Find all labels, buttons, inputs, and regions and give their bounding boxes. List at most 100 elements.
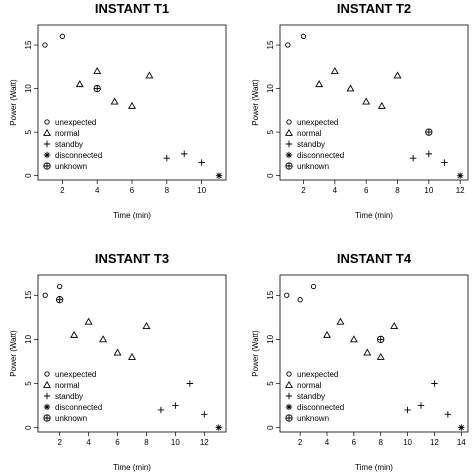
legend-marker-standby (43, 140, 51, 148)
legend-label-standby: standby (55, 140, 83, 149)
x-tick-label: 2 (301, 186, 306, 195)
data-point-standby (157, 406, 165, 414)
y-tick-label: 5 (24, 129, 33, 134)
data-point-standby (201, 411, 208, 418)
data-point-normal (393, 71, 402, 79)
data-point-normal (315, 80, 324, 88)
x-axis-label: Time (min) (113, 463, 151, 472)
legend-label-disconnected: disconnected (297, 151, 344, 160)
data-point-normal (99, 335, 108, 343)
data-point-unknown (377, 335, 385, 344)
data-point-unexpected (284, 292, 290, 298)
data-point-normal (93, 67, 102, 75)
data-point-unexpected (300, 33, 307, 39)
legend-label-disconnected: disconnected (55, 151, 102, 160)
x-tick-label: 6 (364, 186, 369, 195)
data-point-unexpected (285, 42, 291, 48)
x-tick-label: 4 (333, 186, 338, 195)
y-tick-label: 10 (266, 84, 275, 93)
legend-label-normal: normal (297, 129, 322, 138)
data-point-standby (425, 150, 433, 158)
data-point-standby (441, 159, 448, 166)
x-tick-label: 6 (130, 186, 135, 195)
legend-label-unknown: unknown (55, 414, 87, 423)
y-axis-label: Power (Watt) (9, 79, 18, 126)
data-point-normal (376, 352, 385, 360)
data-point-normal (336, 317, 345, 325)
legend-marker-disconnected (43, 403, 51, 411)
data-point-standby (431, 380, 438, 387)
data-point-standby (163, 155, 171, 162)
data-point-normal (84, 317, 93, 325)
data-point-disconnected (458, 424, 465, 431)
data-point-standby (404, 406, 411, 414)
x-tick-label: 10 (197, 186, 206, 195)
legend-label-standby: standby (297, 140, 325, 149)
chart-panel-4: INSTANT T4 2 4 6 8 10 12 14 0 5 10 15 Time (min) Powe… (251, 251, 469, 472)
y-tick-label: 15 (24, 290, 33, 299)
x-tick-label: 10 (171, 438, 180, 447)
data-point-normal (349, 335, 358, 343)
data-point-unknown (93, 84, 101, 93)
data-point-unexpected (42, 292, 48, 298)
data-point-standby (198, 159, 205, 166)
plot-area (37, 274, 227, 433)
legend-marker-normal (43, 128, 51, 136)
data-point-disconnected (456, 172, 464, 179)
x-tick-label: 4 (95, 186, 100, 195)
legend-marker-unknown (43, 162, 51, 170)
x-tick-label: 10 (403, 438, 412, 447)
legend-label-disconnected: disconnected (55, 403, 102, 412)
legend-marker-unexpected (44, 371, 50, 377)
data-point-normal (113, 348, 122, 356)
x-axis-label: Time (min) (355, 211, 393, 220)
x-tick-label: 4 (86, 438, 91, 447)
y-axis-label: Power (Watt) (251, 330, 260, 377)
data-point-unexpected (310, 283, 317, 290)
data-point-normal (390, 322, 399, 330)
data-point-normal (128, 352, 136, 360)
legend-label-unknown: unknown (55, 162, 87, 171)
legend-label-standby: standby (297, 392, 325, 401)
data-point-normal (110, 97, 119, 105)
data-point-normal (346, 84, 355, 92)
data-point-standby (172, 402, 179, 409)
x-tick-label: 14 (457, 438, 466, 447)
legend-label-unknown: unknown (297, 162, 329, 171)
data-point-normal (330, 67, 339, 75)
data-point-unexpected (297, 297, 303, 303)
y-tick-label: 15 (24, 40, 33, 49)
y-tick-label: 5 (266, 129, 275, 134)
legend-marker-disconnected (43, 151, 51, 159)
data-point-normal (128, 101, 136, 109)
legend-label-unexpected: unexpected (297, 118, 338, 127)
data-point-normal (362, 97, 371, 105)
data-point-disconnected (215, 172, 223, 179)
x-tick-label: 12 (430, 438, 439, 447)
plot-area (279, 24, 469, 181)
chart-title: INSTANT T4 (337, 251, 412, 266)
data-point-standby (186, 380, 194, 387)
legend-label-normal: normal (55, 381, 80, 390)
y-tick-label: 0 (266, 173, 275, 178)
legend-marker-normal (285, 380, 293, 388)
legend-marker-normal (43, 380, 51, 388)
data-point-standby (444, 411, 452, 418)
legend-marker-unknown (285, 414, 293, 422)
y-axis-label: Power (Watt) (251, 79, 260, 126)
data-point-normal (75, 80, 84, 88)
y-tick-label: 15 (266, 290, 275, 299)
x-tick-label: 4 (325, 438, 330, 447)
x-tick-label: 2 (60, 186, 65, 195)
data-point-normal (70, 330, 79, 338)
legend-label-standby: standby (55, 392, 83, 401)
legend-marker-unexpected (44, 119, 50, 125)
x-tick-label: 8 (395, 186, 400, 195)
legend-marker-disconnected (285, 151, 293, 159)
legend-label-unexpected: unexpected (55, 370, 96, 379)
data-point-normal (145, 71, 154, 79)
x-axis-label: Time (min) (113, 211, 151, 220)
x-tick-label: 2 (298, 438, 303, 447)
data-point-unexpected (59, 33, 66, 39)
legend-marker-normal (285, 128, 293, 136)
